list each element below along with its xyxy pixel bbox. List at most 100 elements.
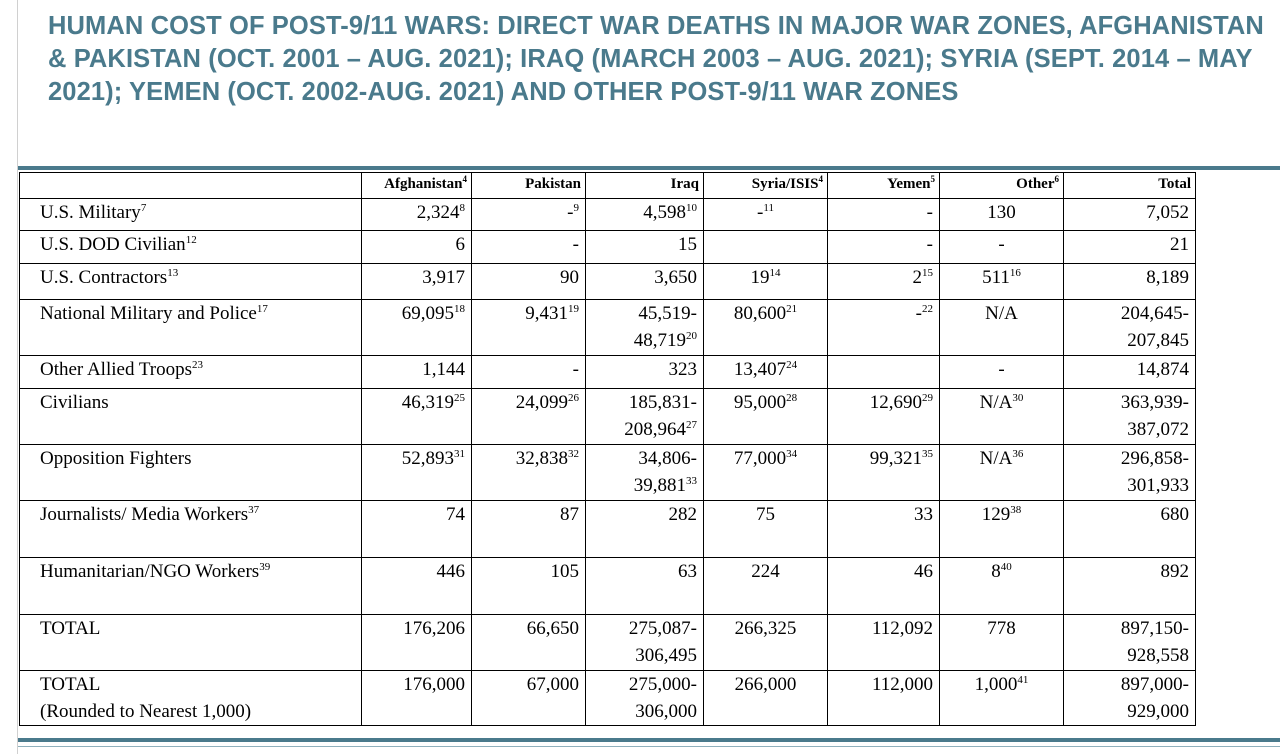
footnote-ref: 16 (1009, 267, 1021, 279)
row-label-text: National Military and Police17 (40, 303, 268, 324)
cell-value: 75 (756, 504, 775, 525)
cell-value: 176,000 (403, 674, 465, 695)
table-cell: 51116 (939, 263, 1064, 300)
row-label-text: Civilians (40, 392, 109, 413)
cell-value: 51116 (982, 267, 1021, 288)
table-cell: 3,650 (585, 263, 704, 300)
table-cell: - (827, 198, 940, 231)
cell-value: 301,933 (1127, 475, 1189, 496)
table-cell: 90 (471, 263, 586, 300)
column-header: Other6 (939, 172, 1064, 199)
table-cell: 74 (361, 500, 472, 558)
table-cell: 112,092 (827, 614, 940, 671)
cell-value: - (572, 234, 579, 255)
table-row: TOTAL (Rounded to Nearest 1,000) 176,000 67… (19, 670, 1196, 726)
table-body: U.S. Military7 2,3248 -9 4,59810 -11-130 7,05… (19, 198, 1196, 726)
footnote-ref: 10 (686, 202, 697, 214)
table-cell: -11 (703, 198, 828, 231)
table-cell: 363,939- 387,072 (1063, 388, 1196, 445)
table-cell (703, 230, 828, 264)
cell-value: 69,09518 (401, 303, 465, 324)
row-label: Civilians (19, 388, 362, 445)
cell-value: 928,558 (1127, 645, 1189, 666)
table-cell: 112,000 (827, 670, 940, 726)
table-cell: 296,858- 301,933 (1063, 444, 1196, 501)
footnote-ref: 7 (140, 202, 147, 214)
footnote-ref: 41 (1017, 674, 1029, 686)
cell-value: 39,88133 (633, 475, 697, 496)
cell-value: 275,087- (628, 618, 697, 639)
table-cell: 24,09926 (471, 388, 586, 445)
footnote-ref: 15 (922, 267, 933, 279)
table-row: Civilians 46,31925 24,09926 185,831- 208,964… (19, 388, 1196, 445)
cell-value: 892 (1160, 561, 1190, 582)
table-cell: 99,32135 (827, 444, 940, 501)
table-cell: 33 (827, 500, 940, 558)
cell-value: 87 (560, 504, 579, 525)
cell-value: 680 (1160, 504, 1190, 525)
cell-value: 840 (991, 561, 1012, 582)
cell-value: 1,00041 (974, 674, 1029, 695)
footnote-ref: 12 (185, 234, 197, 246)
cell-value: 12,69029 (869, 392, 933, 413)
cell-value: 77,00034 (733, 448, 798, 469)
row-label-text: Other Allied Troops23 (40, 359, 204, 380)
cell-value: 74 (446, 504, 465, 525)
row-label-text: Journalists/ Media Workers37 (40, 504, 260, 525)
table-cell: 6 (361, 230, 472, 264)
footnote-ref: 38 (1010, 504, 1022, 516)
footnote-ref: 27 (686, 419, 697, 431)
header-blank-cell (19, 172, 362, 199)
column-header: Yemen5 (827, 172, 940, 199)
table-cell: 34,806- 39,88133 (585, 444, 704, 501)
table-cell: 63 (585, 557, 704, 615)
cell-value: 207,845 (1127, 330, 1189, 351)
row-label-text: U.S. Contractors13 (40, 267, 179, 288)
table-cell: 14,874 (1063, 355, 1196, 389)
row-label: U.S. DOD Civilian12 (19, 230, 362, 264)
table-cell: 95,00028 (703, 388, 828, 445)
table-cell: 7,052 (1063, 198, 1196, 231)
footnote-ref: 14 (769, 267, 781, 279)
cell-value: 48,71920 (633, 330, 697, 351)
column-header: Total (1063, 172, 1196, 199)
cell-value: 266,325 (734, 618, 797, 639)
table-cell: 275,000- 306,000 (585, 670, 704, 726)
cell-value: 80,60021 (733, 303, 798, 324)
footnote-ref: 18 (454, 303, 465, 315)
cell-value: 323 (668, 359, 698, 380)
table-cell: 52,89331 (361, 444, 472, 501)
row-label: Journalists/ Media Workers37 (19, 500, 362, 558)
column-header: Syria/ISIS4 (703, 172, 828, 199)
table-cell: 275,087- 306,495 (585, 614, 704, 671)
table-cell: 897,150- 928,558 (1063, 614, 1196, 671)
cell-value: -22 (915, 303, 933, 324)
footnote-ref: 34 (786, 448, 798, 460)
table-cell: 66,650 (471, 614, 586, 671)
cell-value: 176,206 (403, 618, 465, 639)
footnote-ref: 20 (686, 330, 697, 342)
table-row: Opposition Fighters 52,89331 32,83832 34,80… (19, 444, 1196, 501)
cell-value: 185,831- (628, 392, 697, 413)
cell-value: 897,000- (1120, 674, 1189, 695)
table-cell: 1914 (703, 263, 828, 300)
cell-value: 46 (914, 561, 933, 582)
table-cell (827, 355, 940, 389)
table-cell: 67,000 (471, 670, 586, 726)
row-label: TOTAL (Rounded to Nearest 1,000) (19, 670, 362, 726)
row-label: Opposition Fighters (19, 444, 362, 501)
cell-value: 215 (912, 267, 934, 288)
footnote-ref: 11 (763, 202, 774, 214)
table-cell: 105 (471, 557, 586, 615)
table-row: National Military and Police17 69,09518 9,… (19, 299, 1196, 356)
column-header-label: Other (1016, 176, 1055, 192)
footnote-ref: 17 (256, 303, 268, 315)
cell-value: 387,072 (1127, 419, 1189, 440)
cell-value: -11 (757, 202, 774, 223)
table-cell: 15 (585, 230, 704, 264)
table-cell: 46 (827, 557, 940, 615)
footnote-ref: 39 (259, 561, 271, 573)
cell-value: 4,59810 (643, 202, 697, 223)
table-cell: 282 (585, 500, 704, 558)
row-label-text: U.S. DOD Civilian12 (40, 234, 197, 255)
